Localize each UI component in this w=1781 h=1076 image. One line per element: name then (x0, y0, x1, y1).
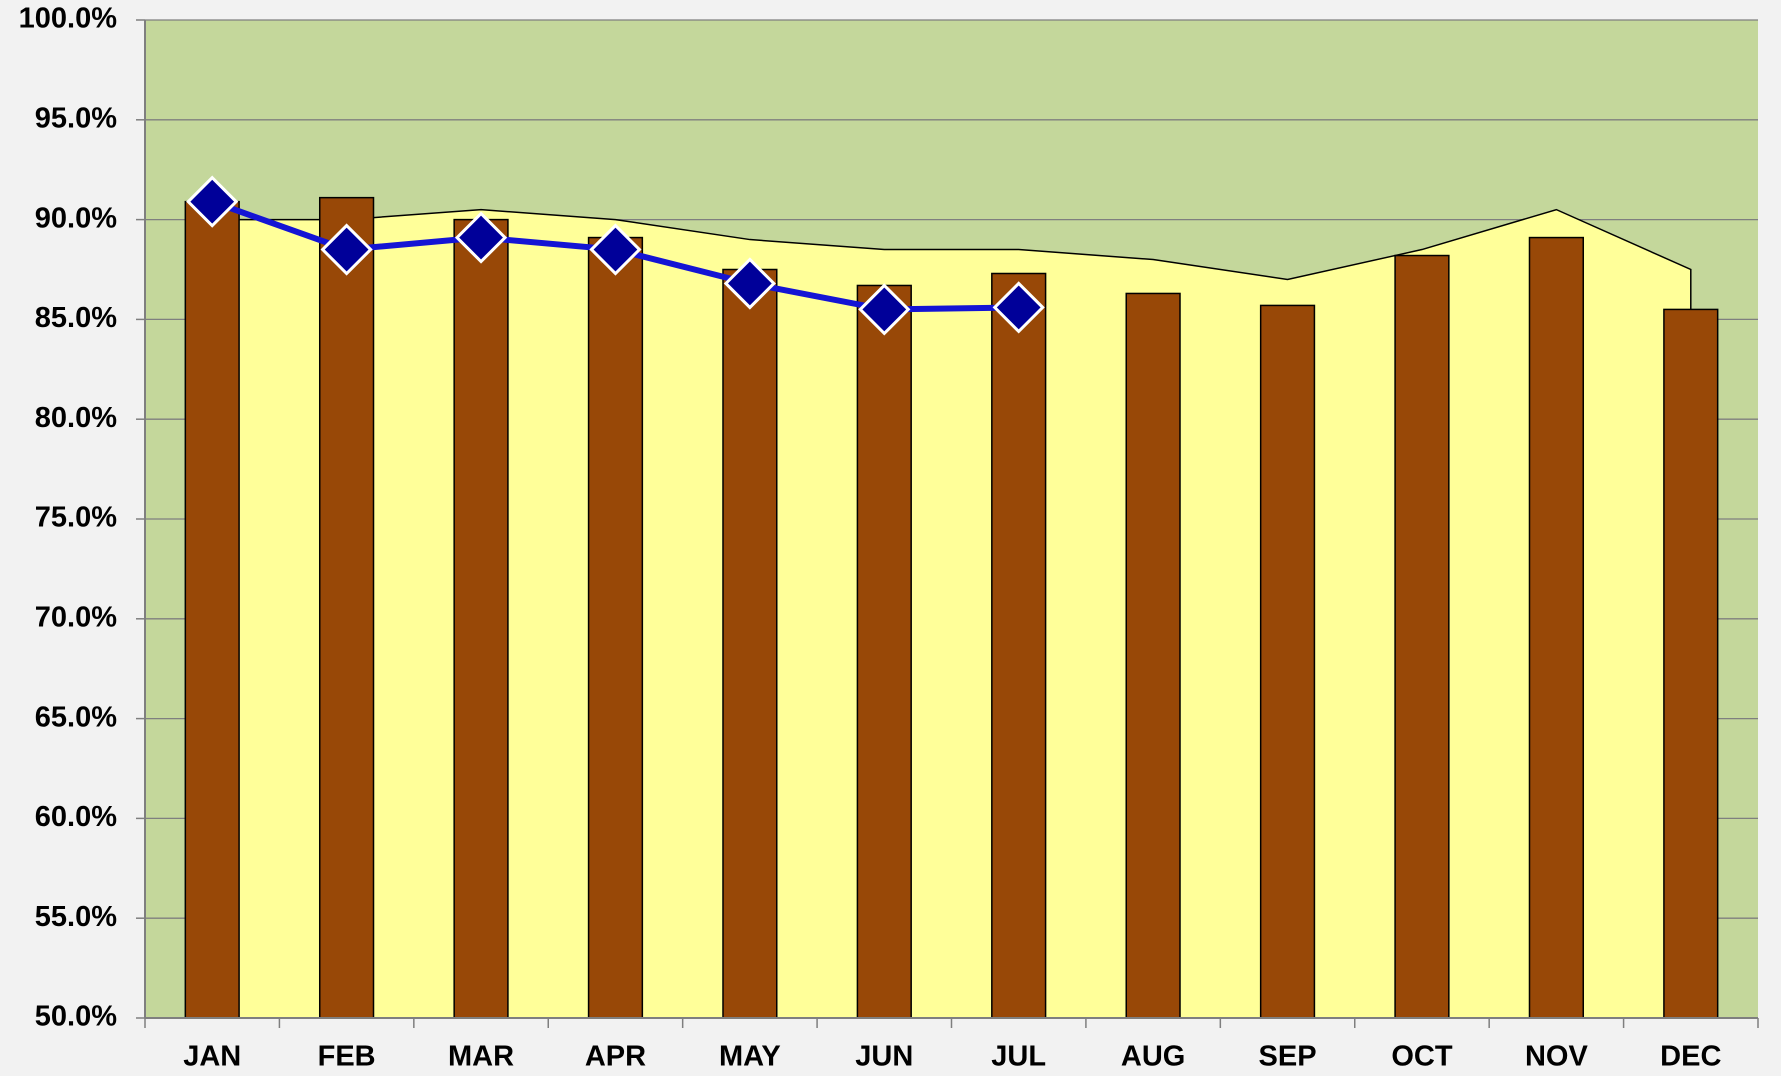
y-tick-label: 80.0% (35, 402, 117, 434)
x-tick-label: JUL (991, 1041, 1046, 1073)
x-tick-label: JAN (183, 1041, 241, 1073)
y-tick-label: 70.0% (35, 601, 117, 633)
marker (454, 211, 508, 264)
bar (453, 218, 509, 1019)
bar (856, 284, 912, 1019)
x-tick-label: OCT (1391, 1041, 1453, 1073)
x-tick-label: SEP (1259, 1041, 1317, 1073)
x-tick-label: NOV (1525, 1041, 1589, 1073)
y-tick-label: 85.0% (35, 302, 117, 334)
y-tick-label: 55.0% (35, 901, 117, 933)
bar (1663, 308, 1719, 1019)
x-tick-label: AUG (1121, 1041, 1185, 1073)
bar (318, 196, 375, 1019)
y-tick-label: 65.0% (35, 701, 117, 733)
y-tick-label: 90.0% (35, 202, 117, 234)
bar (1394, 254, 1450, 1019)
marker (858, 283, 911, 336)
y-tick-label: 95.0% (35, 102, 117, 134)
bar (1259, 304, 1316, 1019)
x-tick-label: MAY (719, 1041, 781, 1073)
x-tick-label: DEC (1660, 1041, 1721, 1073)
x-tick-label: JUN (855, 1041, 913, 1073)
marker (186, 175, 239, 228)
marker (589, 223, 642, 276)
y-tick-label: 100.0% (19, 3, 118, 35)
x-tick-label: APR (585, 1041, 646, 1073)
x-tick-label: FEB (318, 1041, 376, 1073)
bar (184, 200, 240, 1019)
y-tick-label: 60.0% (35, 801, 117, 833)
bar (991, 272, 1047, 1019)
area (211, 208, 1692, 1019)
marker (992, 281, 1045, 334)
y-tick-label: 75.0% (35, 502, 117, 534)
marker (723, 257, 776, 310)
bar (587, 236, 644, 1019)
bar (1528, 236, 1585, 1019)
y-tick-label: 50.0% (35, 1001, 117, 1033)
bar (1125, 292, 1181, 1019)
bar (722, 268, 778, 1019)
x-tick-label: MAR (448, 1041, 514, 1073)
marker (320, 223, 373, 276)
